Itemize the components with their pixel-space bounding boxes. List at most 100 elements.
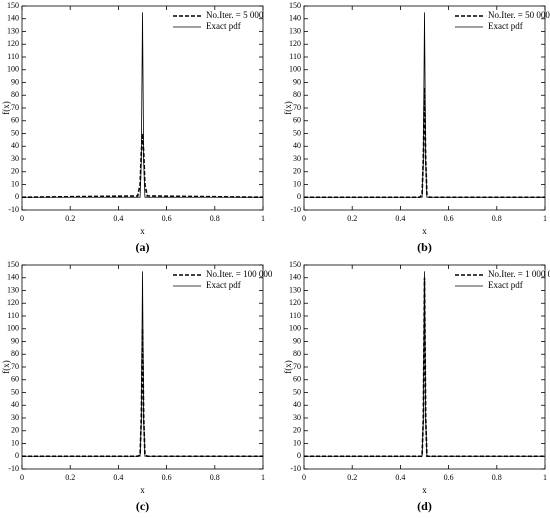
caption: (d) — [417, 499, 432, 513]
y-tick-label: 140 — [7, 14, 19, 23]
x-tick-label: 0.8 — [492, 214, 502, 223]
y-tick-label: 50 — [11, 387, 19, 396]
x-tick-label: 0.2 — [347, 214, 357, 223]
y-tick-label: 120 — [289, 39, 301, 48]
legend-label: Exact pdf — [488, 21, 523, 31]
y-tick-label: 20 — [11, 167, 19, 176]
y-tick-label: 110 — [289, 311, 301, 320]
x-axis-label: x — [422, 485, 427, 495]
y-tick-label: 30 — [293, 413, 301, 422]
x-tick-label: 0.6 — [444, 473, 454, 482]
y-axis-label: f(x) — [1, 360, 11, 374]
data-line — [304, 87, 545, 199]
x-tick-label: 1 — [261, 214, 265, 223]
y-tick-label: 80 — [11, 349, 19, 358]
data-line — [21, 133, 264, 199]
y-tick-label: 60 — [293, 375, 301, 384]
x-tick-label: 0.4 — [395, 473, 405, 482]
y-tick-label: 20 — [11, 426, 19, 435]
x-tick-label: 0.8 — [492, 473, 502, 482]
y-tick-label: 70 — [11, 362, 19, 371]
x-tick-label: 1 — [543, 473, 547, 482]
y-tick-label: 30 — [11, 413, 19, 422]
y-axis-label: f(x) — [283, 360, 293, 374]
y-tick-label: 80 — [11, 90, 19, 99]
x-tick-label: 0.6 — [162, 473, 172, 482]
data-line — [304, 271, 545, 457]
y-tick-label: 90 — [293, 77, 301, 86]
y-tick-label: 90 — [11, 77, 19, 86]
y-tick-label: 0 — [15, 192, 19, 201]
y-tick-label: 130 — [289, 285, 301, 294]
y-tick-label: 70 — [293, 362, 301, 371]
x-tick-label: 0.2 — [347, 473, 357, 482]
y-tick-label: 10 — [293, 179, 301, 188]
caption: (c) — [136, 499, 149, 513]
y-tick-label: -10 — [290, 464, 301, 473]
y-tick-label: 100 — [7, 324, 19, 333]
y-tick-label: 130 — [7, 26, 19, 35]
x-tick-label: 0.2 — [65, 214, 75, 223]
y-tick-label: 80 — [293, 349, 301, 358]
y-tick-label: 50 — [293, 387, 301, 396]
y-tick-label: 70 — [11, 103, 19, 112]
x-tick-label: 0.8 — [210, 473, 220, 482]
x-tick-label: 0.2 — [65, 473, 75, 482]
y-tick-label: 50 — [11, 128, 19, 137]
y-tick-label: 120 — [7, 298, 19, 307]
y-tick-label: 100 — [289, 65, 301, 74]
x-tick-label: 0.8 — [210, 214, 220, 223]
y-tick-label: 60 — [11, 375, 19, 384]
x-tick-label: 0.4 — [113, 214, 123, 223]
y-tick-label: 110 — [7, 311, 19, 320]
x-tick-label: 0 — [20, 473, 24, 482]
y-tick-label: 0 — [297, 451, 301, 460]
y-tick-label: 120 — [289, 298, 301, 307]
y-tick-label: 90 — [293, 336, 301, 345]
y-tick-label: 10 — [11, 179, 19, 188]
y-tick-label: 30 — [11, 154, 19, 163]
legend-label: No.Iter. = 1 000 000 — [488, 269, 550, 279]
x-tick-label: 0.6 — [162, 214, 172, 223]
data-line — [22, 328, 263, 458]
y-tick-label: -10 — [290, 205, 301, 214]
x-tick-label: 0 — [302, 473, 306, 482]
caption: (a) — [136, 240, 150, 254]
y-tick-label: 10 — [293, 438, 301, 447]
y-tick-label: 20 — [293, 426, 301, 435]
x-tick-label: 0.4 — [395, 214, 405, 223]
data-line — [304, 12, 545, 198]
y-tick-label: 90 — [11, 336, 19, 345]
legend-label: No.Iter. = 5 000 — [206, 10, 264, 20]
y-tick-label: -10 — [8, 464, 19, 473]
y-tick-label: 100 — [7, 65, 19, 74]
y-tick-label: 130 — [7, 285, 19, 294]
y-tick-label: 40 — [293, 141, 301, 150]
y-tick-label: 60 — [293, 116, 301, 125]
legend-label: Exact pdf — [206, 280, 241, 290]
y-tick-label: 150 — [289, 1, 301, 10]
y-tick-label: 50 — [293, 128, 301, 137]
x-tick-label: 0 — [302, 214, 306, 223]
y-tick-label: 60 — [11, 116, 19, 125]
legend-label: No.Iter. = 50 000 — [488, 10, 550, 20]
y-tick-label: 140 — [7, 273, 19, 282]
y-tick-label: 140 — [289, 273, 301, 282]
y-axis-label: f(x) — [283, 101, 293, 115]
y-tick-label: 150 — [7, 1, 19, 10]
y-tick-label: 40 — [11, 400, 19, 409]
x-tick-label: 0 — [20, 214, 24, 223]
legend-label: No.Iter. = 100 000 — [206, 269, 273, 279]
panel: -100102030405060708090100110120130140150… — [1, 1, 265, 254]
legend-label: Exact pdf — [488, 280, 523, 290]
y-tick-label: 0 — [15, 451, 19, 460]
x-tick-label: 1 — [261, 473, 265, 482]
y-tick-label: 80 — [293, 90, 301, 99]
y-tick-label: 140 — [289, 14, 301, 23]
y-tick-label: 150 — [289, 260, 301, 269]
legend-label: Exact pdf — [206, 21, 241, 31]
x-axis-label: x — [140, 485, 145, 495]
y-tick-label: 120 — [7, 39, 19, 48]
caption: (b) — [417, 240, 432, 254]
